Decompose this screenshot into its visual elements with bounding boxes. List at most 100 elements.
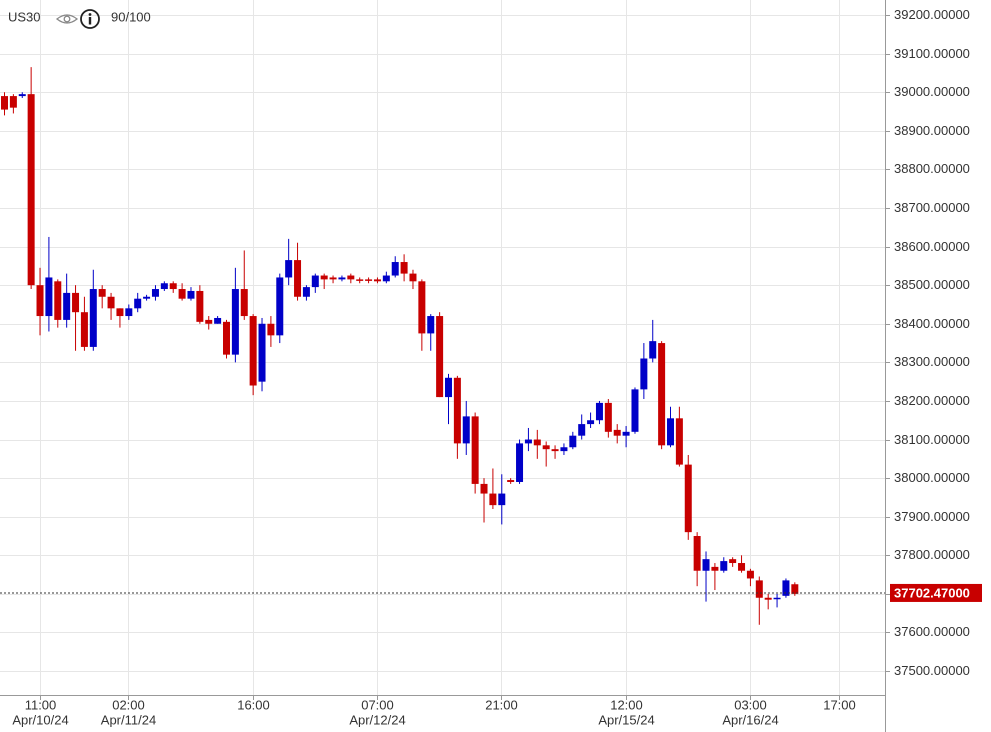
candle-body [782,580,790,596]
candle-body [498,493,506,506]
candle-body [80,312,88,347]
y-tick-label: 38600.00000 [894,239,970,254]
candle-body [667,418,674,446]
candle-body [622,431,630,436]
candle-body [134,298,142,309]
candle-body [764,597,772,600]
eye-icon[interactable] [55,14,79,24]
x-tick-label: 12:00 [610,697,643,712]
candle-body [445,377,452,398]
x-date-label: Apr/10/24 [12,712,68,727]
x-tick-label: 17:00 [823,697,856,712]
x-date-label: Apr/15/24 [598,712,654,727]
candle-body [151,289,159,297]
candle-body [400,262,408,274]
candle-body [63,292,71,320]
candle-body [533,439,541,446]
candle-body [462,416,470,444]
candle-body [311,275,319,288]
candle-body [391,262,399,276]
candle-body [98,289,106,297]
x-tick-label: 21:00 [485,697,518,712]
candle-body [160,283,168,290]
candle-body [729,559,737,564]
y-tick-label: 37500.00000 [894,663,970,678]
candle-body [702,559,710,571]
candle-body [9,96,17,108]
candle-body [329,277,337,280]
candle-body [302,287,310,297]
candle-body [791,584,799,594]
x-tick-label: 11:00 [25,697,57,712]
candle-body [587,420,595,425]
candle-body [453,377,461,444]
y-tick-label: 39200.00000 [894,7,970,22]
y-tick-label: 37600.00000 [894,624,970,639]
candle-body [675,418,683,465]
candle-body [1,96,8,110]
candle-body [205,319,213,324]
candle-body [595,402,603,421]
candle-body [89,289,97,347]
candle-body [18,94,26,97]
candle-body [746,570,754,579]
candle-body [187,290,195,299]
y-tick-label: 39100.00000 [894,46,970,61]
y-tick-label: 38000.00000 [894,470,970,485]
candle-body [338,277,346,280]
y-tick-label: 38200.00000 [894,393,970,408]
candle-body [693,536,701,571]
candle-body [551,449,559,452]
candle-body [196,290,204,322]
candle-body [507,480,515,482]
candle-body [276,277,284,336]
candle-body [356,279,364,281]
candle-body [569,435,577,448]
candle-body [738,563,746,571]
candle-body [36,285,44,317]
candle-body [480,483,488,494]
candle-body [409,273,417,282]
candle-body [418,281,426,334]
candle-body [711,566,719,571]
candle-body [436,316,444,398]
y-tick-label: 38400.00000 [894,316,970,331]
candle-body [489,493,497,506]
candle-body [578,424,586,436]
candle-body [178,289,186,299]
candle-body [516,443,524,482]
y-tick-label: 37900.00000 [894,509,970,524]
candle-body [285,260,293,278]
candle-body [649,341,657,359]
candle-body [116,308,124,317]
y-tick-label: 37800.00000 [894,547,970,562]
x-tick-label: 07:00 [361,697,394,712]
candle-body [294,260,302,297]
candle-body [755,580,763,598]
candle-body [604,402,612,432]
candle-body [267,323,275,336]
axes: 37500.0000037600.0000037700.0000037800.0… [0,7,982,727]
candle-body [45,277,53,317]
y-tick-label: 38500.00000 [894,277,970,292]
candle-body [720,561,728,571]
candle-body [240,289,248,317]
info-icon[interactable] [80,9,100,29]
candle-body [107,296,115,309]
candle-body [169,283,177,290]
candles [1,67,799,625]
candle-body [365,279,373,281]
candle-body [125,308,133,317]
candle-body [658,343,666,446]
y-tick-label: 38300.00000 [894,354,970,369]
candle-body [382,275,390,282]
candle-body [631,389,639,432]
y-tick-label: 38100.00000 [894,432,970,447]
candle-body [542,445,550,450]
candle-body [560,447,568,452]
score: 90/100 [111,9,151,24]
x-tick-label: 16:00 [237,697,270,712]
y-tick-label: 38800.00000 [894,161,970,176]
symbol: US30 [8,9,41,24]
